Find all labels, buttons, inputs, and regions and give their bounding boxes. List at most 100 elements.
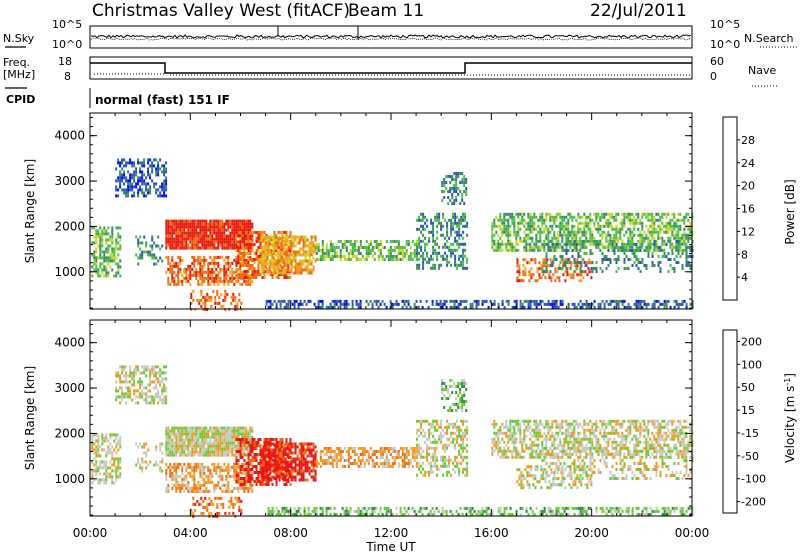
velocity-echo-cell: [141, 469, 144, 473]
power-echo-cell: [528, 261, 531, 265]
velocity-echo-cell: [210, 499, 213, 503]
power-echo-cell: [643, 299, 646, 303]
power-echo-cell: [115, 247, 118, 251]
velocity-echo-cell: [175, 441, 178, 445]
power-echo-cell: [187, 243, 190, 247]
power-echo-cell: [183, 240, 186, 244]
power-echo-cell: [123, 173, 126, 177]
power-echo-cell: [179, 258, 182, 262]
power-echo-cell: [422, 251, 425, 255]
power-echo-cell: [133, 194, 136, 198]
velocity-echo-cell: [235, 477, 238, 480]
power-echo-cell: [411, 252, 414, 255]
velocity-echo-cell: [131, 374, 134, 378]
velocity-echo-cell: [215, 465, 218, 469]
velocity-echo-cell: [193, 489, 196, 493]
velocity-echo-cell: [261, 483, 264, 486]
velocity-echo-cell: [231, 453, 234, 457]
power-echo-cell: [665, 302, 668, 306]
velocity-echo-cell: [251, 429, 254, 433]
power-echo-cell: [621, 242, 624, 246]
power-echo-cell: [280, 271, 283, 275]
power-echo-cell: [137, 179, 140, 183]
power-echo-cell: [272, 241, 275, 245]
power-echo-cell: [235, 279, 238, 283]
power-echo-cell: [105, 274, 108, 278]
velocity-echo-cell: [137, 460, 140, 464]
power-echo-cell: [436, 236, 439, 240]
power-echo-cell: [601, 261, 604, 264]
power-echo-cell: [462, 254, 465, 258]
power-echo-cell: [227, 246, 230, 250]
power-echo-cell: [259, 240, 262, 243]
power-echo-cell: [113, 253, 116, 257]
velocity-echo-cell: [229, 426, 232, 430]
velocity-echo-cell: [145, 398, 148, 402]
power-echo-cell: [225, 270, 228, 274]
velocity-echo-cell: [204, 496, 207, 500]
power-echo-cell: [379, 252, 382, 255]
power-echo-cell: [567, 305, 570, 309]
velocity-echo-cell: [185, 453, 188, 457]
power-echo-cell: [635, 246, 638, 249]
power-echo-cell: [445, 181, 448, 184]
velocity-echo-cell: [145, 466, 148, 470]
velocity-echo-cell: [194, 502, 197, 506]
power-echo-cell: [343, 255, 346, 258]
velocity-echo-cell: [173, 462, 176, 466]
power-echo-cell: [141, 256, 144, 260]
power-echo-cell: [198, 301, 201, 305]
power-echo-cell: [281, 234, 284, 237]
power-echo-cell: [266, 256, 269, 260]
power-echo-cell: [391, 305, 394, 309]
power-echo-cell: [545, 236, 548, 240]
power-echo-cell: [578, 279, 581, 283]
power-echo-cell: [262, 235, 265, 239]
power-echo-cell: [567, 227, 570, 231]
power-echo-cell: [661, 239, 664, 243]
velocity-echo-cell: [165, 435, 168, 439]
power-echo-cell: [525, 236, 528, 240]
power-echo-cell: [325, 305, 328, 309]
power-echo-cell: [519, 299, 522, 303]
power-echo-cell: [211, 276, 214, 280]
power-echo-cell: [251, 246, 254, 249]
power-echo-cell: [255, 273, 258, 276]
power-echo-cell: [579, 270, 582, 273]
velocity-echo-cell: [223, 441, 226, 445]
power-echo-cell: [573, 246, 576, 249]
power-echo-cell: [243, 276, 246, 279]
velocity-echo-cell: [195, 426, 198, 430]
power-echo-cell: [272, 271, 275, 275]
power-echo-cell: [463, 299, 466, 303]
velocity-echo-cell: [165, 429, 168, 433]
power-echo-cell: [203, 237, 206, 241]
power-echo-cell: [373, 258, 376, 261]
power-echo-cell: [464, 218, 467, 222]
power-echo-cell: [157, 173, 160, 177]
velocity-echo-cell: [225, 447, 228, 451]
power-echo-cell: [623, 233, 626, 237]
power-echo-cell: [157, 167, 160, 171]
power-echo-cell: [442, 212, 445, 216]
power-echo-cell: [491, 224, 494, 228]
velocity-echo-cell: [161, 451, 164, 455]
power-echo-cell: [631, 252, 634, 255]
power-echo-cell: [147, 158, 150, 162]
power-echo-cell: [611, 227, 614, 231]
power-echo-cell: [260, 262, 263, 266]
power-echo-cell: [657, 246, 660, 249]
power-echo-cell: [399, 258, 402, 261]
power-echo-cell: [442, 257, 445, 261]
power-echo-cell: [561, 299, 564, 303]
power-echo-cell: [119, 182, 122, 186]
power-echo-cell: [97, 271, 100, 275]
power-echo-cell: [420, 245, 423, 249]
velocity-echo-cell: [133, 374, 136, 378]
velocity-echo-cell: [147, 401, 150, 405]
velocity-echo-cell: [97, 436, 100, 440]
power-echo-cell: [265, 299, 268, 303]
power-echo-cell: [177, 225, 180, 229]
velocity-echo-cell: [175, 483, 178, 487]
velocity-echo-cell: [234, 502, 237, 506]
